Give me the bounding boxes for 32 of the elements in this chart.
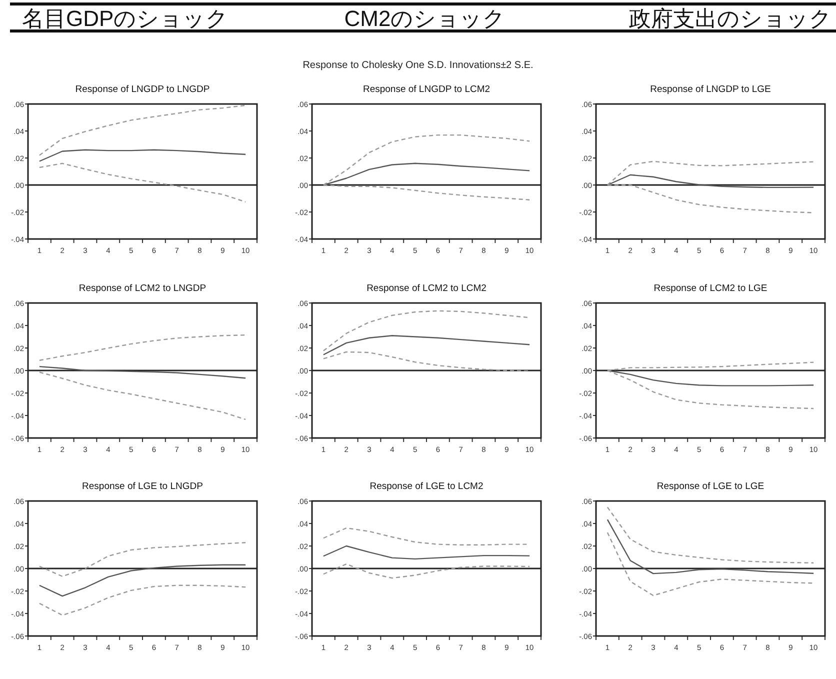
line-series [606, 506, 814, 564]
chart-title: Response of LGE to LGE [656, 481, 764, 492]
chart-title: Response of LGE to LCM2 [370, 481, 484, 492]
line-series [322, 545, 530, 560]
line-series [38, 149, 246, 162]
line-series [606, 518, 814, 574]
line-series [38, 366, 246, 379]
chart-title: Response of LNGDP to LCM2 [362, 84, 490, 95]
line-series [38, 162, 246, 202]
line-series [322, 351, 530, 372]
text: 政府支出のショック [629, 6, 832, 31]
line-series [38, 584, 246, 616]
line-series [38, 564, 246, 597]
line-series [38, 372, 246, 420]
chart-title: Response of LNGDP to LNGDP [75, 84, 210, 95]
text: Response to Cholesky One S.D. Innovations±2 S.E. [302, 60, 534, 71]
line-series [322, 162, 530, 186]
line-series [606, 174, 814, 188]
line-series [38, 104, 246, 156]
line-series [322, 335, 530, 356]
line-series [38, 542, 246, 577]
line-series [322, 310, 530, 352]
chart-title: Response of LCM2 to LGE [654, 283, 768, 294]
chart-title: Response of LCM2 to LCM2 [366, 283, 486, 294]
line-series [38, 334, 246, 361]
line-series [606, 532, 814, 596]
line-series [322, 563, 530, 579]
text: 名目GDPのショック [22, 6, 229, 31]
chart-title: Response of LNGDP to LGE [650, 84, 771, 95]
text: CM2のショック [344, 6, 506, 31]
chart-title: Response of LCM2 to LNGDP [78, 283, 206, 294]
chart-title: Response of LGE to LNGDP [82, 481, 203, 492]
